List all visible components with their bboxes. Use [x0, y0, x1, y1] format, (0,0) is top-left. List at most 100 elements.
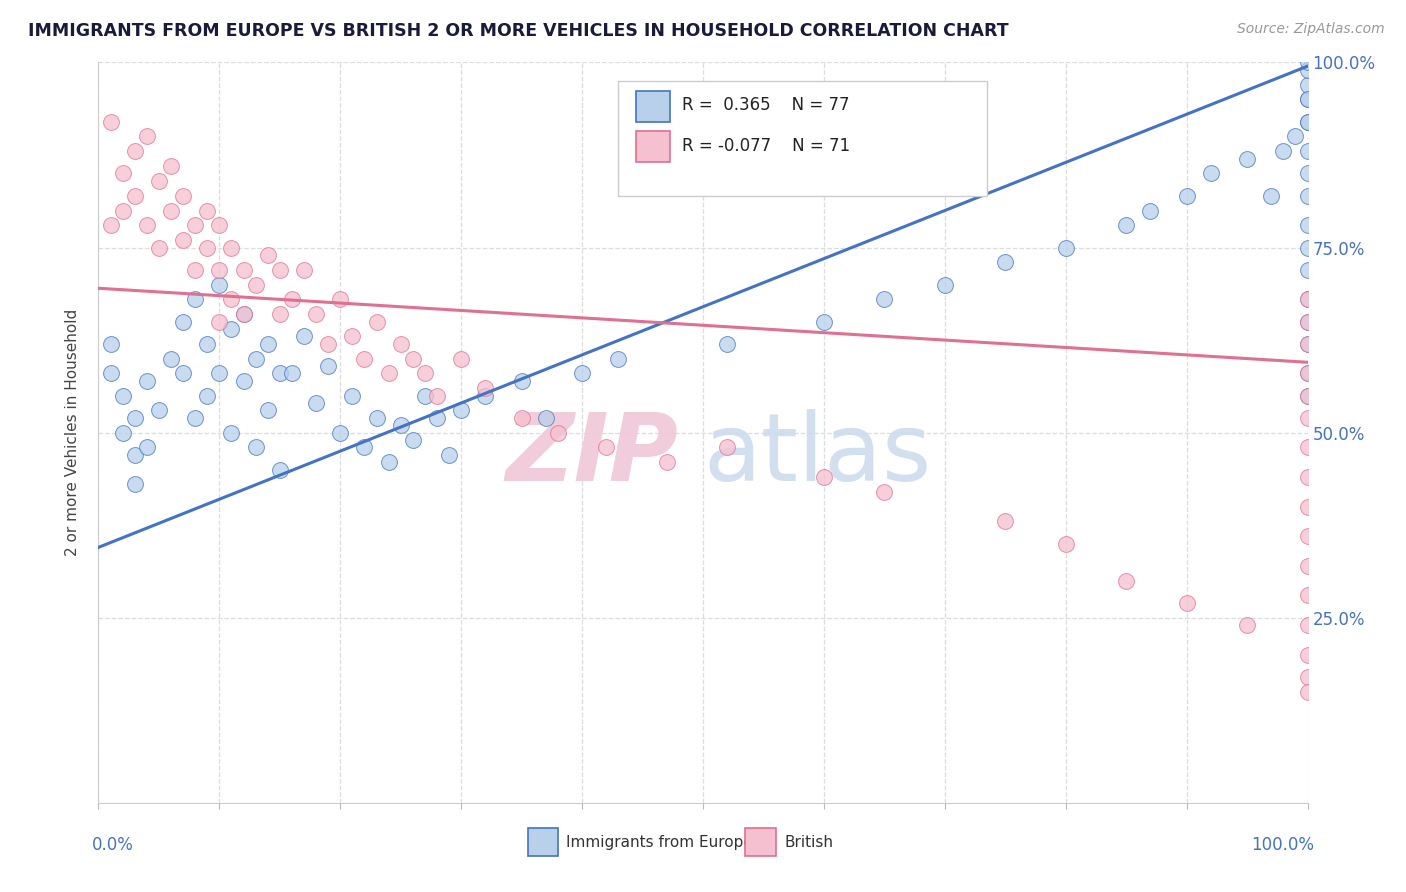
Point [437, 448, 460, 462]
Point [232, 262, 254, 277]
Point [184, 293, 207, 307]
Point [208, 314, 231, 328]
FancyBboxPatch shape [637, 131, 671, 162]
Point [316, 336, 339, 351]
Point [1054, 536, 1077, 550]
Point [208, 219, 231, 233]
Point [316, 359, 339, 373]
Point [426, 388, 449, 402]
Point [1296, 500, 1319, 514]
Point [172, 314, 194, 328]
Point [269, 462, 291, 476]
Point [426, 410, 449, 425]
Point [571, 367, 593, 381]
Point [1296, 78, 1319, 92]
Point [111, 388, 134, 402]
Point [366, 314, 388, 328]
Point [184, 219, 207, 233]
Point [100, 367, 122, 381]
Point [1296, 367, 1319, 381]
Point [1296, 336, 1319, 351]
Point [148, 240, 170, 255]
Point [1296, 685, 1319, 699]
Point [413, 367, 436, 381]
Point [377, 455, 399, 469]
Point [1296, 670, 1319, 684]
Text: 100.0%: 100.0% [1250, 836, 1313, 855]
Point [1296, 618, 1319, 632]
Point [184, 410, 207, 425]
Point [281, 367, 304, 381]
Point [1236, 618, 1258, 632]
Point [256, 248, 278, 262]
Point [1296, 441, 1319, 455]
Point [1296, 314, 1319, 328]
Point [195, 240, 218, 255]
Point [716, 336, 738, 351]
Point [111, 425, 134, 440]
Point [342, 388, 364, 402]
Point [172, 188, 194, 202]
Point [256, 336, 278, 351]
Point [208, 277, 231, 292]
Point [221, 240, 243, 255]
Point [353, 351, 375, 366]
FancyBboxPatch shape [637, 91, 671, 121]
Text: R = -0.077    N = 71: R = -0.077 N = 71 [682, 137, 851, 155]
Point [1296, 262, 1319, 277]
Point [873, 293, 896, 307]
Point [1296, 558, 1319, 573]
Point [813, 314, 835, 328]
Point [1296, 188, 1319, 202]
Point [269, 367, 291, 381]
Point [160, 203, 183, 218]
Point [124, 477, 146, 491]
Point [1284, 129, 1306, 144]
Point [305, 307, 328, 321]
Point [873, 484, 896, 499]
Point [232, 307, 254, 321]
Point [100, 219, 122, 233]
Point [1296, 336, 1319, 351]
Point [1296, 367, 1319, 381]
Point [281, 293, 304, 307]
Point [1296, 219, 1319, 233]
Point [1236, 152, 1258, 166]
Point [1199, 166, 1222, 180]
Point [269, 262, 291, 277]
Text: Source: ZipAtlas.com: Source: ZipAtlas.com [1237, 22, 1385, 37]
Point [292, 262, 315, 277]
Point [510, 374, 533, 388]
Point [353, 441, 375, 455]
Text: atlas: atlas [703, 409, 931, 500]
Point [269, 307, 291, 321]
Point [1296, 529, 1319, 543]
Point [1296, 648, 1319, 662]
Text: ZIP: ZIP [506, 409, 679, 500]
Point [547, 425, 569, 440]
Point [172, 233, 194, 247]
Text: IMMIGRANTS FROM EUROPE VS BRITISH 2 OR MORE VEHICLES IN HOUSEHOLD CORRELATION CH: IMMIGRANTS FROM EUROPE VS BRITISH 2 OR M… [28, 22, 1008, 40]
Point [221, 293, 243, 307]
Point [1296, 114, 1319, 128]
Point [450, 403, 472, 417]
Point [232, 374, 254, 388]
Point [111, 203, 134, 218]
Point [1054, 240, 1077, 255]
Point [148, 403, 170, 417]
Point [124, 410, 146, 425]
Point [1175, 596, 1198, 610]
Point [1296, 410, 1319, 425]
Point [172, 367, 194, 381]
Point [1296, 166, 1319, 180]
Point [655, 455, 678, 469]
Point [1296, 114, 1319, 128]
Point [135, 219, 157, 233]
Point [1296, 55, 1319, 70]
Point [160, 351, 183, 366]
FancyBboxPatch shape [619, 81, 987, 195]
Point [1296, 92, 1319, 106]
Point [232, 307, 254, 321]
Point [292, 329, 315, 343]
Point [1296, 470, 1319, 484]
